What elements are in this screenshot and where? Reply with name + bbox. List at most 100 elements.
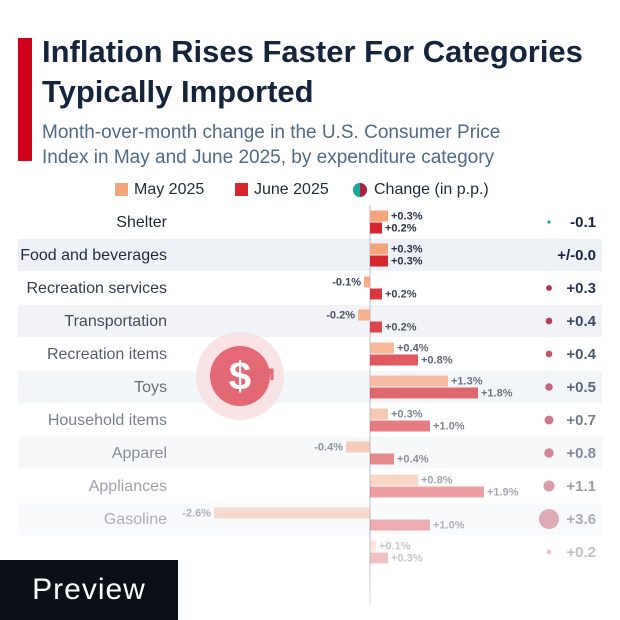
chart-title: Inflation Rises Faster For Categories Ty… <box>42 34 583 109</box>
change-label: +0.2 <box>566 544 596 561</box>
bar <box>370 387 478 399</box>
value-label: +0.3% <box>391 210 423 222</box>
category-label: Transportation <box>64 313 167 330</box>
change-dot <box>546 285 552 291</box>
value-label: +1.9% <box>487 486 519 498</box>
category-label: Apparel <box>112 445 167 462</box>
value-label: +0.1% <box>379 540 411 552</box>
legend-label: Change (in p.p.) <box>374 181 489 198</box>
change-dot <box>544 415 554 425</box>
row-band <box>18 371 602 403</box>
row-band <box>18 239 602 271</box>
category-label: Shelter <box>116 214 167 231</box>
value-label: +0.4% <box>397 453 429 465</box>
change-label: +0.3 <box>566 280 596 297</box>
legend-swatch <box>115 183 128 196</box>
change-label: +0.4 <box>566 346 596 363</box>
bar <box>370 474 418 486</box>
value-label: -0.4% <box>314 441 343 453</box>
value-label: +0.8% <box>421 474 453 486</box>
change-dot <box>545 317 553 325</box>
change-dot <box>547 220 551 224</box>
change-label: +3.6 <box>566 511 596 528</box>
bar <box>364 276 370 288</box>
change-label: +/-0.0 <box>557 247 596 264</box>
value-label: +0.3% <box>391 243 423 255</box>
bar <box>370 486 484 498</box>
change-label: +0.4 <box>566 313 596 330</box>
change-label: +0.5 <box>566 379 596 396</box>
row: Apparel -0.4% +0.4% +0.8 <box>112 441 596 465</box>
change-dot <box>544 448 554 458</box>
row: Household items +0.3% +1.0% +0.7 <box>48 408 596 432</box>
change-label: -0.1 <box>570 214 596 231</box>
bar <box>370 342 394 354</box>
change-dot <box>545 350 553 358</box>
change-label: +0.8 <box>566 445 596 462</box>
value-label: +1.8% <box>481 387 513 399</box>
legend-label: May 2025 <box>134 181 204 198</box>
category-label: Toys <box>134 379 167 396</box>
change-dot <box>546 549 552 555</box>
row: Shelter +0.3%+0.2% -0.1 <box>116 210 596 234</box>
bar <box>370 552 388 564</box>
preview-badge: Preview <box>0 560 178 620</box>
value-label: -2.6% <box>182 507 211 519</box>
row: Food and beverages +0.3%+0.3% +/-0.0 <box>20 243 596 267</box>
value-label: +0.3% <box>391 408 423 420</box>
bar <box>370 354 418 366</box>
row: Appliances +0.8% +1.9% +1.1 <box>89 474 596 498</box>
value-label: +0.2% <box>385 288 417 300</box>
accent-bar <box>18 38 32 161</box>
category-label: Gasoline <box>104 511 167 528</box>
bar <box>346 441 370 453</box>
row-band <box>18 305 602 337</box>
dollar-icon: $ <box>196 332 284 420</box>
category-label: Recreation items <box>47 346 167 363</box>
bar <box>370 243 388 255</box>
category-label: Appliances <box>89 478 167 495</box>
svg-text:$: $ <box>229 355 251 399</box>
bar <box>370 255 388 267</box>
value-label: +0.8% <box>421 354 453 366</box>
bar <box>370 288 382 300</box>
bar <box>370 321 382 333</box>
change-label: +0.7 <box>566 412 596 429</box>
legend-swatch <box>353 183 360 197</box>
bar <box>370 420 430 432</box>
value-label: +0.2% <box>385 321 417 333</box>
value-label: +0.3% <box>391 255 423 267</box>
category-label: Recreation services <box>27 280 168 297</box>
row: Recreation services -0.1% +0.2% +0.3 <box>27 276 597 300</box>
chart-subtitle: Month-over-month change in the U.S. Cons… <box>42 122 501 168</box>
value-label: +0.2% <box>385 222 417 234</box>
category-label: Household items <box>48 412 167 429</box>
legend-swatch <box>235 183 248 196</box>
value-label: +1.3% <box>451 375 483 387</box>
bar <box>370 222 382 234</box>
change-label: +1.1 <box>566 478 596 495</box>
bar <box>214 507 370 519</box>
row: Transportation -0.2% +0.2% +0.4 <box>64 309 596 333</box>
legend-label: June 2025 <box>254 181 329 198</box>
bar <box>370 540 376 552</box>
value-label: -0.1% <box>332 276 361 288</box>
change-dot <box>545 383 553 391</box>
category-label: Food and beverages <box>20 247 167 264</box>
row: Toys +1.3%+1.8% +0.5 <box>134 375 596 399</box>
row: Recreation items +0.4%+0.8% +0.4 <box>47 342 597 366</box>
value-label: +1.0% <box>433 420 465 432</box>
bar <box>370 210 388 222</box>
row: Gasoline -2.6% +1.0% +3.6 <box>104 507 596 531</box>
legend: May 2025 June 2025 Change (in p.p.) <box>115 181 489 198</box>
value-label: -0.2% <box>326 309 355 321</box>
bar <box>358 309 370 321</box>
row-band <box>18 437 602 469</box>
change-dot <box>538 508 560 530</box>
bar <box>370 519 430 531</box>
value-label: +0.4% <box>397 342 429 354</box>
row-band <box>18 503 602 535</box>
bar <box>370 375 448 387</box>
